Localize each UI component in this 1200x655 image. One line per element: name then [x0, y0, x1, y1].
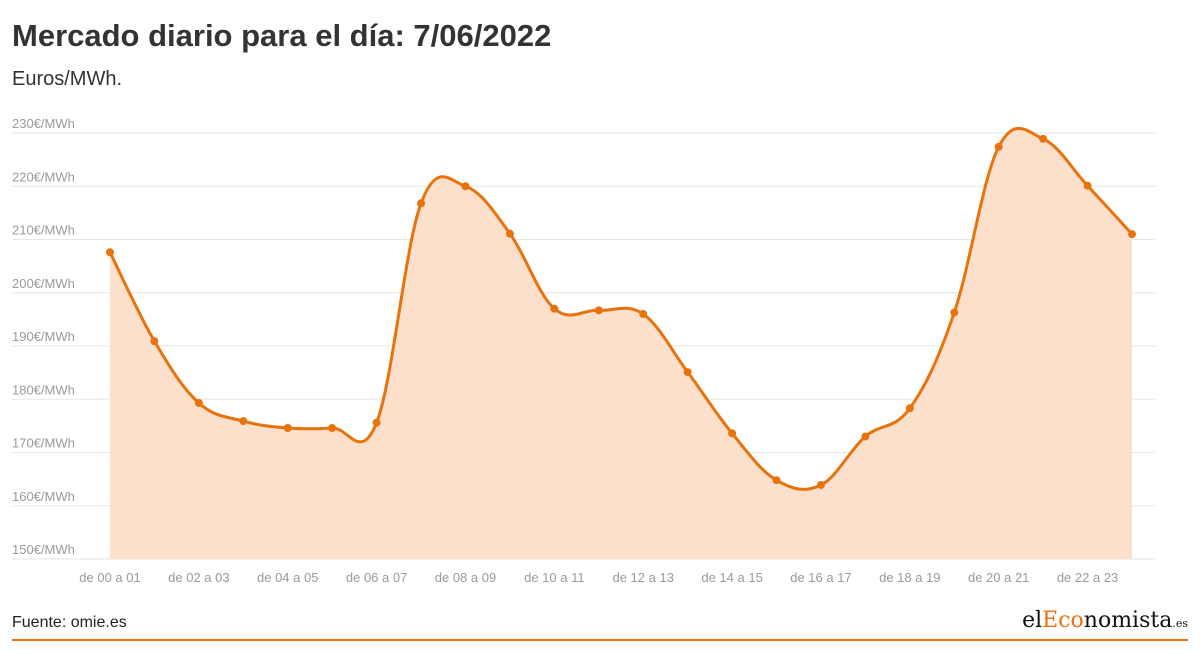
- data-point: [1039, 134, 1048, 143]
- data-point: [461, 182, 470, 191]
- x-tick-label: de 02 a 03: [168, 570, 229, 585]
- data-point: [106, 248, 114, 257]
- data-point: [328, 424, 337, 433]
- data-point: [194, 398, 203, 407]
- data-point: [372, 418, 381, 427]
- footer-divider: [12, 639, 1188, 641]
- data-point: [505, 229, 514, 238]
- data-point: [150, 337, 159, 346]
- y-tick-label: 170€/MWh: [12, 436, 75, 451]
- data-point: [550, 304, 559, 313]
- x-tick-label: de 04 a 05: [257, 570, 318, 585]
- data-point: [1083, 181, 1092, 190]
- y-tick-label: 160€/MWh: [12, 489, 75, 504]
- y-tick-label: 200€/MWh: [12, 276, 75, 291]
- x-tick-label: de 18 a 19: [879, 570, 940, 585]
- x-tick-label: de 20 a 21: [968, 570, 1029, 585]
- x-tick-label: de 10 a 11: [524, 570, 584, 585]
- x-tick-label: de 12 a 13: [612, 570, 673, 585]
- x-tick-label: de 14 a 15: [701, 570, 762, 585]
- data-point: [683, 368, 692, 377]
- y-tick-label: 150€/MWh: [12, 542, 75, 557]
- data-point: [728, 429, 737, 438]
- data-point: [594, 306, 603, 315]
- eleconomista-logo: elEconomista.es: [1022, 608, 1188, 633]
- data-point: [1128, 230, 1136, 239]
- area-fill: [110, 128, 1132, 559]
- y-tick-label: 180€/MWh: [12, 382, 75, 397]
- chart-title: Mercado diario para el día: 7/06/2022: [12, 18, 552, 53]
- y-tick-label: 190€/MWh: [12, 329, 75, 344]
- data-point: [639, 310, 648, 319]
- y-tick-label: 220€/MWh: [12, 169, 75, 184]
- data-point: [283, 424, 292, 433]
- x-tick-label: de 08 a 09: [435, 570, 496, 585]
- data-point: [239, 417, 248, 426]
- x-tick-label: de 16 a 17: [790, 570, 851, 585]
- chart-subtitle: Euros/MWh.: [12, 68, 123, 90]
- data-point: [861, 432, 870, 441]
- source-note: Fuente: omie.es: [12, 614, 127, 631]
- data-point: [905, 404, 914, 413]
- y-tick-label: 210€/MWh: [12, 223, 75, 238]
- data-point: [816, 480, 825, 489]
- data-point: [994, 142, 1003, 151]
- x-tick-label: de 06 a 07: [346, 570, 407, 585]
- data-point: [417, 199, 426, 208]
- x-tick-label: de 22 a 23: [1057, 570, 1118, 585]
- data-point: [950, 308, 959, 317]
- data-point: [772, 476, 781, 485]
- x-tick-label: de 00 a 01: [79, 570, 140, 585]
- y-tick-label: 230€/MWh: [12, 116, 75, 131]
- price-area-chart: 150€/MWh 160€/MWh 170€/MWh 180€/MWh 190€/MWh…: [12, 116, 1155, 585]
